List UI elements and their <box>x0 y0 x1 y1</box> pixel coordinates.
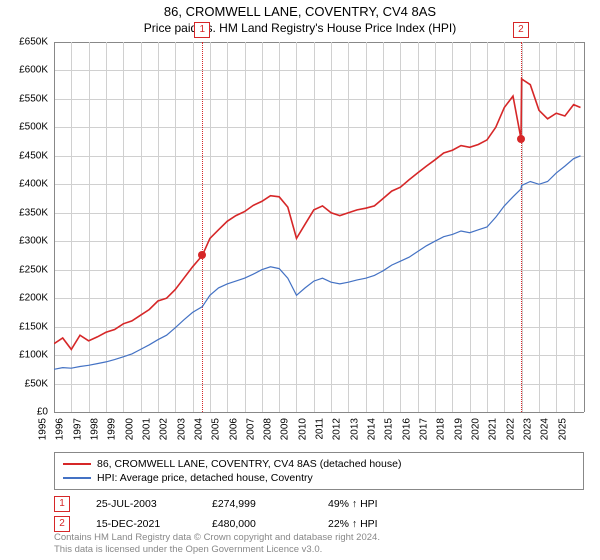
x-tick-label: 2025 <box>557 418 568 440</box>
x-tick-label: 2013 <box>349 418 360 440</box>
footer-line: Contains HM Land Registry data © Crown c… <box>54 532 584 544</box>
legend-label: HPI: Average price, detached house, Cove… <box>97 472 313 484</box>
y-tick-label: £450K <box>19 150 48 161</box>
legend-swatch-icon <box>63 463 91 465</box>
legend-swatch-icon <box>63 477 91 479</box>
y-tick-label: £400K <box>19 179 48 190</box>
y-tick-label: £150K <box>19 321 48 332</box>
chart-frame: 86, CROMWELL LANE, COVENTRY, CV4 8AS Pri… <box>0 0 600 560</box>
x-tick-label: 2021 <box>488 418 499 440</box>
plot-area: £0£50K£100K£150K£200K£250K£300K£350K£400… <box>54 42 584 412</box>
x-tick-label: 1997 <box>72 418 83 440</box>
sales-row: 2 15-DEC-2021 £480,000 22% ↑ HPI <box>54 514 584 534</box>
footer: Contains HM Land Registry data © Crown c… <box>54 532 584 556</box>
gridline-h <box>54 412 584 413</box>
y-tick-label: £350K <box>19 207 48 218</box>
x-tick-label: 2002 <box>159 418 170 440</box>
y-tick-label: £500K <box>19 122 48 133</box>
x-tick-label: 2023 <box>522 418 533 440</box>
sales-table: 1 25-JUL-2003 £274,999 49% ↑ HPI 2 15-DE… <box>54 494 584 534</box>
x-tick-label: 2019 <box>453 418 464 440</box>
x-tick-label: 2006 <box>228 418 239 440</box>
x-tick-label: 2016 <box>401 418 412 440</box>
y-tick-label: £650K <box>19 37 48 48</box>
sale-number-box: 1 <box>54 496 70 512</box>
sale-badge: 1 <box>194 22 210 38</box>
y-tick-label: £100K <box>19 350 48 361</box>
x-tick-label: 1996 <box>55 418 66 440</box>
x-tick-label: 2004 <box>193 418 204 440</box>
x-tick-label: 2011 <box>315 418 326 440</box>
sale-price: £480,000 <box>212 518 302 530</box>
sale-diff: 49% ↑ HPI <box>328 498 418 510</box>
x-tick-label: 2024 <box>540 418 551 440</box>
x-tick-label: 2018 <box>436 418 447 440</box>
sale-price: £274,999 <box>212 498 302 510</box>
y-tick-label: £300K <box>19 236 48 247</box>
title-sub: Price paid vs. HM Land Registry's House … <box>0 21 600 35</box>
title-main: 86, CROMWELL LANE, COVENTRY, CV4 8AS <box>0 4 600 19</box>
x-tick-label: 2020 <box>470 418 481 440</box>
sale-badge: 2 <box>513 22 529 38</box>
x-tick-label: 2010 <box>297 418 308 440</box>
y-tick-label: £0 <box>37 407 48 418</box>
x-tick-label: 2014 <box>366 418 377 440</box>
x-tick-label: 2009 <box>280 418 291 440</box>
legend: 86, CROMWELL LANE, COVENTRY, CV4 8AS (de… <box>54 452 584 490</box>
x-tick-label: 2008 <box>263 418 274 440</box>
series-prop <box>54 79 581 349</box>
x-tick-label: 2015 <box>384 418 395 440</box>
footer-line: This data is licensed under the Open Gov… <box>54 544 584 556</box>
x-tick-label: 2005 <box>211 418 222 440</box>
x-tick-label: 2003 <box>176 418 187 440</box>
y-tick-label: £250K <box>19 264 48 275</box>
sale-diff: 22% ↑ HPI <box>328 518 418 530</box>
sale-number-box: 2 <box>54 516 70 532</box>
y-tick-label: £550K <box>19 93 48 104</box>
y-tick-label: £50K <box>25 378 48 389</box>
y-tick-label: £600K <box>19 65 48 76</box>
x-tick-label: 1999 <box>107 418 118 440</box>
sale-date: 25-JUL-2003 <box>96 498 186 510</box>
y-tick-label: £200K <box>19 293 48 304</box>
title-block: 86, CROMWELL LANE, COVENTRY, CV4 8AS Pri… <box>0 0 600 35</box>
x-tick-label: 2012 <box>332 418 343 440</box>
x-tick-label: 2007 <box>245 418 256 440</box>
x-tick-label: 2017 <box>418 418 429 440</box>
x-tick-label: 1998 <box>89 418 100 440</box>
legend-item: 86, CROMWELL LANE, COVENTRY, CV4 8AS (de… <box>63 457 575 471</box>
legend-label: 86, CROMWELL LANE, COVENTRY, CV4 8AS (de… <box>97 458 401 470</box>
x-tick-label: 2001 <box>141 418 152 440</box>
sale-date: 15-DEC-2021 <box>96 518 186 530</box>
x-tick-label: 2022 <box>505 418 516 440</box>
sales-row: 1 25-JUL-2003 £274,999 49% ↑ HPI <box>54 494 584 514</box>
legend-item: HPI: Average price, detached house, Cove… <box>63 471 575 485</box>
series-hpi <box>54 156 581 369</box>
x-tick-label: 1995 <box>37 418 48 440</box>
x-tick-label: 2000 <box>124 418 135 440</box>
